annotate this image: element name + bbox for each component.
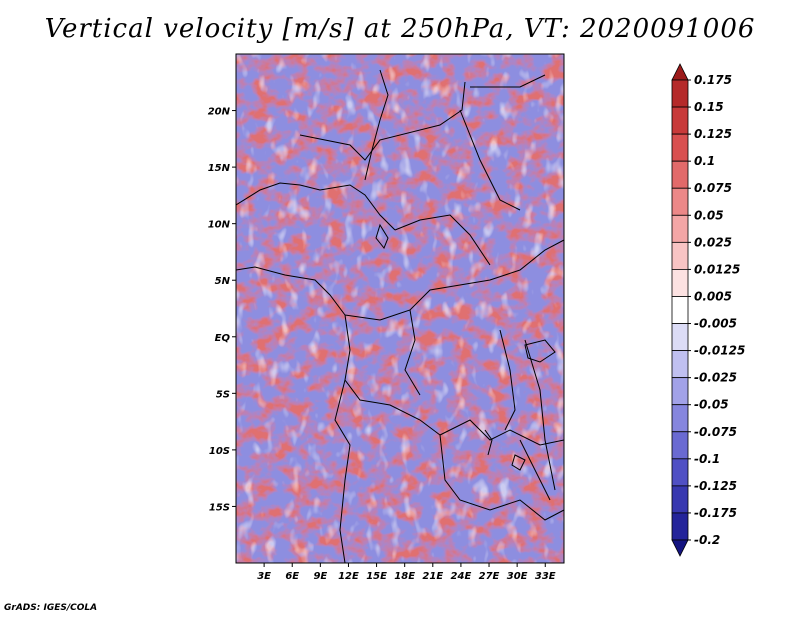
colorbar-swatch — [671, 241, 689, 270]
colorbar-swatch — [671, 323, 689, 351]
y-tick-label: EQ — [215, 333, 231, 344]
x-tick-label: 6E — [285, 571, 299, 582]
colorbar-swatch — [671, 79, 689, 108]
y-tick-label: 20N — [208, 107, 231, 118]
credit-label: GrADS: IGES/COLA — [4, 603, 98, 613]
colorbar-swatch — [671, 133, 689, 162]
x-tick-label: 33E — [535, 571, 556, 582]
colorbar-swatch — [671, 458, 689, 487]
colorbar-label: -0.125 — [694, 479, 737, 493]
colorbar-swatch — [671, 404, 689, 433]
y-tick-label: 5S — [216, 389, 230, 400]
colorbar-label: -0.175 — [694, 506, 737, 520]
colorbar-swatch — [671, 160, 689, 189]
colorbar: 0.175 0.15 0.125 0.1 0.075 0.05 0.025 0.0125 0.0… — [671, 63, 745, 557]
colorbar-swatch — [671, 296, 689, 324]
x-tick-label: 27E — [479, 571, 500, 582]
map-frame — [235, 53, 565, 564]
colorbar-label: 0.15 — [694, 100, 724, 114]
colorbar-min-arrow — [671, 539, 689, 557]
x-tick-label: 9E — [313, 571, 327, 582]
x-tick-label: 3E — [257, 571, 271, 582]
colorbar-label: -0.05 — [694, 398, 729, 412]
colorbar-label: 0.025 — [694, 235, 732, 249]
colorbar-swatch — [671, 214, 689, 243]
x-tick-label: 30E — [507, 571, 528, 582]
colorbar-label: 0.0125 — [694, 262, 740, 276]
colorbar-label: 0.175 — [694, 73, 732, 87]
x-tick-label: 15E — [366, 571, 387, 582]
velocity-field — [236, 54, 564, 563]
colorbar-swatch — [671, 431, 689, 460]
colorbar-label: 0.075 — [694, 181, 732, 195]
country-borders — [236, 69, 564, 563]
colorbar-label: -0.0125 — [694, 344, 745, 358]
colorbar-label: -0.025 — [694, 371, 737, 385]
y-tick-label: 15S — [209, 502, 230, 513]
colorbar-label: -0.075 — [694, 425, 737, 439]
colorbar-label: 0.05 — [694, 208, 724, 222]
x-tick-label: 21E — [422, 571, 443, 582]
y-tick-label: 5N — [215, 276, 231, 287]
colorbar-label: -0.005 — [694, 317, 737, 331]
y-tick-label: 15N — [208, 163, 231, 174]
chart-title: Vertical velocity [m/s] at 250hPa, VT: 2… — [44, 14, 756, 44]
colorbar-label: -0.1 — [694, 452, 720, 466]
colorbar-swatch — [671, 106, 689, 135]
colorbar-label: 0.005 — [694, 289, 732, 303]
x-axis-ticks: 3E 6E 9E 12E 15E 18E 21E 24E 27E 30E 33E — [257, 563, 556, 582]
colorbar-label: 0.1 — [694, 154, 715, 168]
colorbar-swatch — [671, 485, 689, 514]
colorbar-label: 0.125 — [694, 127, 732, 141]
x-tick-label: 18E — [394, 571, 415, 582]
colorbar-swatch — [671, 350, 689, 379]
map-panel — [236, 54, 564, 563]
y-tick-label: 10S — [209, 446, 230, 457]
colorbar-swatch — [671, 269, 689, 297]
x-tick-label: 24E — [451, 571, 472, 582]
colorbar-label: -0.2 — [694, 533, 720, 547]
lakes — [375, 223, 556, 471]
y-tick-label: 10N — [208, 220, 231, 231]
x-tick-label: 12E — [338, 571, 359, 582]
y-axis-ticks: 20N 15N 10N 5N EQ 5S 10S 15S — [208, 107, 236, 513]
colorbar-swatch — [671, 187, 689, 216]
colorbar-max-arrow — [671, 63, 689, 81]
colorbar-swatch — [671, 512, 689, 541]
colorbar-swatch — [671, 377, 689, 406]
